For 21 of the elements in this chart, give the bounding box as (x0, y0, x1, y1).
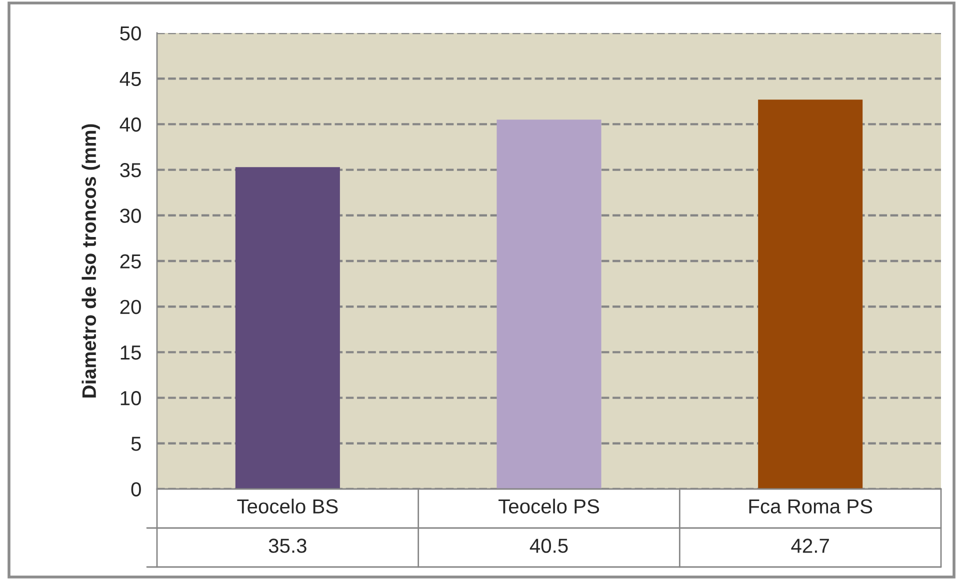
y-tick-label: 15 (120, 346, 141, 360)
x-tick-label: Teocelo PS (498, 498, 600, 514)
y-tick-label: 20 (120, 300, 141, 314)
y-tick-label: 10 (120, 391, 141, 406)
x-tick-label: Teocelo BS (237, 498, 338, 514)
bar (235, 167, 340, 489)
data-label: 35.3 (268, 538, 306, 553)
y-tick-label: 50 (120, 26, 141, 40)
data-label: 42.7 (791, 538, 829, 553)
y-axis-title: Diametro de lso troncos (mm) (82, 124, 100, 398)
bar (496, 120, 602, 489)
y-tick-label: 5 (131, 436, 141, 451)
y-tick-label: 30 (120, 208, 141, 223)
x-tick-label: Fca Roma PS (749, 499, 872, 514)
data-label: 40.5 (530, 538, 568, 553)
y-tick-label: 35 (120, 163, 141, 178)
y-tick-label: 45 (120, 72, 141, 86)
y-tick-label: 0 (131, 482, 141, 496)
bar (758, 100, 863, 489)
y-tick-label: 40 (120, 117, 141, 132)
y-tick-label: 25 (120, 254, 141, 268)
